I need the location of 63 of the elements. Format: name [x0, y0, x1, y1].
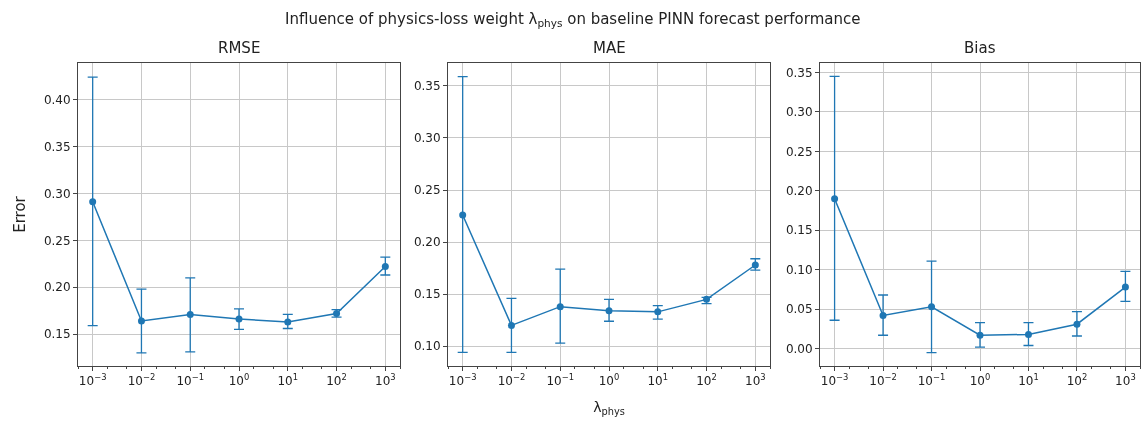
- y-tick-label: 0.30: [785, 105, 813, 120]
- x-tick-label: 10$^{−2}$: [869, 372, 897, 389]
- point: [831, 195, 839, 203]
- point: [879, 312, 887, 319]
- point: [235, 315, 243, 323]
- point: [1073, 320, 1081, 328]
- x-tick-label: 10$^{0}$: [598, 372, 620, 389]
- chart-title: Bias: [964, 39, 996, 57]
- x-tick-label: 10$^{2}$: [326, 372, 347, 389]
- y-tick-label: 0.00: [785, 341, 813, 356]
- y-tick-label: 0.05: [785, 302, 813, 317]
- x-tick-label: 10$^{−2}$: [497, 372, 526, 389]
- point: [186, 310, 194, 318]
- point: [1121, 283, 1129, 291]
- y-axis-title: Error: [11, 195, 30, 233]
- x-tick-label: 10$^{0}$: [228, 372, 250, 389]
- x-tick-label: 10$^{−2}$: [127, 372, 156, 389]
- y-tick-label: 0.15: [785, 223, 813, 238]
- point: [1024, 330, 1032, 338]
- x-tick-label: 10$^{2}$: [1066, 372, 1088, 389]
- x-tick-label: 10$^{0}$: [969, 372, 991, 389]
- y-tick-label: 0.15: [413, 287, 441, 302]
- point: [507, 321, 515, 329]
- x-tick-label: 10$^{1}$: [1018, 372, 1039, 389]
- point: [137, 317, 145, 325]
- y-tick-label: 0.20: [785, 184, 813, 199]
- y-tick-label: 0.25: [785, 144, 813, 159]
- x-tick-label: 10$^{3}$: [1115, 372, 1136, 389]
- y-tick-label: 0.30: [43, 186, 71, 201]
- x-tick-label: 10$^{1}$: [647, 372, 669, 389]
- y-tick-label: 0.35: [413, 79, 441, 94]
- chart-title: MAE: [593, 39, 626, 57]
- x-tick-label: 10$^{1}$: [277, 372, 299, 389]
- y-tick-label: 0.10: [413, 339, 441, 354]
- x-tick-label: 10$^{2}$: [696, 372, 717, 389]
- y-tick-label: 0.35: [785, 65, 813, 80]
- point: [976, 331, 984, 339]
- x-tick-label: 10$^{−3}$: [78, 372, 107, 389]
- y-tick-label: 0.25: [413, 183, 441, 198]
- point: [459, 211, 467, 219]
- point: [556, 303, 564, 311]
- x-tick-label: 10$^{3}$: [375, 372, 396, 389]
- y-tick-label: 0.35: [43, 139, 71, 154]
- chart-title: RMSE: [218, 39, 261, 57]
- point: [89, 198, 97, 206]
- y-tick-label: 0.15: [43, 327, 71, 342]
- y-tick-label: 0.10: [785, 262, 813, 277]
- y-tick-label: 0.20: [43, 280, 71, 295]
- y-tick-label: 0.25: [43, 233, 71, 248]
- x-tick-label: 10$^{−1}$: [546, 372, 575, 389]
- y-tick-label: 0.40: [43, 92, 71, 107]
- x-axis-title: λ$_{phys}$: [593, 398, 625, 417]
- x-tick-label: 10$^{−1}$: [176, 372, 205, 389]
- text: Influence of physics-loss weight λ$_{phys}$ on baseline PINN forecast performance: [285, 10, 861, 30]
- x-tick-label: 10$^{−1}$: [917, 372, 946, 389]
- point: [928, 303, 936, 311]
- x-tick-label: 10$^{−3}$: [448, 372, 477, 389]
- y-tick-label: 0.30: [413, 131, 441, 146]
- x-tick-label: 10$^{3}$: [745, 372, 766, 389]
- x-tick-label: 10$^{−3}$: [820, 372, 849, 389]
- y-tick-label: 0.20: [413, 235, 441, 250]
- point: [381, 263, 389, 271]
- point: [605, 307, 613, 315]
